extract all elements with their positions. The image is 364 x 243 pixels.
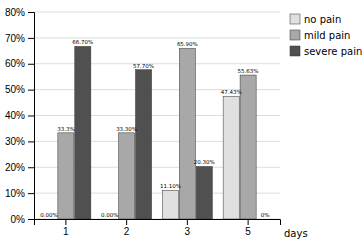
bar xyxy=(257,219,273,220)
bar xyxy=(196,166,212,219)
tick-label: 10% xyxy=(5,188,25,199)
legend-item: severe pain xyxy=(290,46,362,57)
plot: 0%10%20%30%40%50%60%70%80%1235days0.00%0… xyxy=(5,7,308,239)
data-label: 0.00% xyxy=(40,212,57,218)
legend-label: mild pain xyxy=(304,30,350,41)
legend-item: mild pain xyxy=(290,30,350,41)
data-label: 65.90% xyxy=(177,41,198,47)
tick: 1 xyxy=(63,219,69,237)
data-label: 11.10% xyxy=(160,183,181,189)
legend-item: no pain xyxy=(290,14,341,25)
data-labels: 0.00% 0.00% 11.10% 47.43% 33.3% 33.30% 65.90% 5… xyxy=(40,39,269,218)
tick-mark xyxy=(28,167,34,168)
data-label: 33.30% xyxy=(116,126,137,132)
legend-swatch xyxy=(290,46,300,56)
tick-label: 50% xyxy=(5,84,25,95)
tick-mark xyxy=(28,90,34,91)
tick-mark xyxy=(28,116,34,117)
legend-label: no pain xyxy=(304,14,341,25)
tick-mark xyxy=(28,12,34,13)
tick-mark xyxy=(65,219,66,225)
bar xyxy=(240,75,256,219)
bar xyxy=(119,133,135,219)
tick: 2 xyxy=(124,219,130,237)
data-label: 33.3% xyxy=(57,126,74,132)
tick: 0% xyxy=(11,214,34,225)
tick-label: 60% xyxy=(5,58,25,69)
tick: 10% xyxy=(5,188,34,199)
tick-mark xyxy=(28,219,34,220)
tick: 50% xyxy=(5,84,34,95)
axis-line xyxy=(35,220,281,226)
x-axis: 1 2 3 5 xyxy=(35,219,281,237)
tick: 80% xyxy=(5,7,34,18)
data-label: 57.70% xyxy=(133,63,154,69)
tick: 30% xyxy=(5,136,34,147)
tick-mark xyxy=(248,219,249,225)
legend: no pain mild pain severe pain xyxy=(290,14,362,57)
x-axis-title: days xyxy=(284,228,308,239)
data-label: 47.43% xyxy=(221,89,242,95)
grid xyxy=(34,12,280,219)
tick-mark xyxy=(126,219,127,225)
tick: 5 xyxy=(245,219,251,237)
tick-label: 40% xyxy=(5,110,25,121)
data-label: 66.70% xyxy=(72,39,93,45)
tick: 60% xyxy=(5,58,34,69)
bar xyxy=(102,219,118,220)
tick-label: 80% xyxy=(5,7,25,18)
tick-label: 20% xyxy=(5,162,25,173)
legend-swatch xyxy=(290,30,300,40)
bar xyxy=(41,219,57,220)
tick-label: 30% xyxy=(5,136,25,147)
bar xyxy=(58,133,74,219)
data-label: 55.63% xyxy=(238,68,259,74)
tick-label: 1 xyxy=(63,226,69,237)
bar xyxy=(75,46,91,219)
tick: 3 xyxy=(185,219,191,237)
tick-mark xyxy=(28,193,34,194)
data-label: 20.30% xyxy=(194,159,215,165)
legend-swatch xyxy=(290,14,300,24)
tick-mark xyxy=(28,141,34,142)
tick-mark xyxy=(28,38,34,39)
chart: 0%10%20%30%40%50%60%70%80%1235days0.00%0… xyxy=(0,0,364,243)
bars xyxy=(58,46,256,219)
tick: 20% xyxy=(5,162,34,173)
bar xyxy=(179,48,195,219)
legend-label: severe pain xyxy=(304,46,362,57)
tick-label: 2 xyxy=(124,226,130,237)
y-axis: 0% 10% 20% 30% 40% 50% 60% 70% 80% xyxy=(5,7,35,225)
grid-line xyxy=(34,37,280,38)
bar xyxy=(162,190,178,219)
bar xyxy=(223,96,239,219)
bar xyxy=(136,70,152,219)
axis-line xyxy=(28,13,35,220)
tick-mark xyxy=(28,64,34,65)
tick-label: 3 xyxy=(185,226,191,237)
grid-line xyxy=(34,12,280,13)
tick: 40% xyxy=(5,110,34,121)
data-label: 0.00% xyxy=(101,212,118,218)
data-label: 0% xyxy=(261,212,270,218)
tick-label: 5 xyxy=(245,226,251,237)
tick-label: 0% xyxy=(11,214,26,225)
grid-line xyxy=(34,63,280,64)
tick: 70% xyxy=(5,33,34,44)
tick-label: 70% xyxy=(5,33,25,44)
tick-mark xyxy=(187,219,188,225)
